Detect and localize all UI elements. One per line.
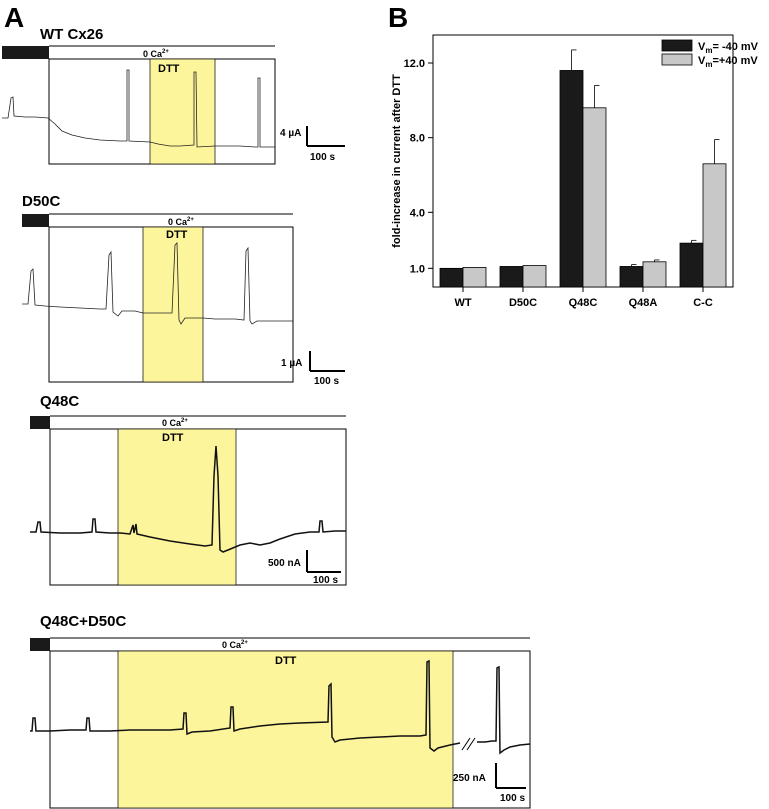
scale-x-label: 100 s [314, 376, 339, 387]
bar [702, 163, 727, 288]
ca-label: 0 Ca2+ [222, 640, 248, 650]
x-tick-label: Q48A [629, 297, 658, 309]
dtt-label: DTT [275, 655, 297, 667]
scale-y-label: 4 µA [280, 128, 301, 139]
current-trace [2, 69, 275, 148]
baseline-bar [22, 214, 49, 227]
x-tick-label: C-C [693, 297, 713, 309]
panel-a-letter: A [4, 2, 24, 33]
scale-bar [306, 550, 341, 573]
trace-title: WT Cx26 [40, 26, 103, 43]
dtt-label: DTT [166, 229, 188, 241]
ca-label: 0 Ca2+ [162, 418, 188, 428]
current-trace [22, 242, 293, 325]
scale-y-label: 500 nA [268, 558, 301, 569]
scale-bar [495, 763, 526, 789]
bar [439, 267, 464, 288]
y-tick-label: 4.0 [410, 207, 425, 219]
scale-x-label: 100 s [310, 152, 335, 163]
x-axis: WT D50C Q48C Q48A C-C [454, 287, 713, 309]
trace-title: Q48C+D50C [40, 613, 126, 630]
y-tick-label: 1.0 [410, 263, 425, 275]
y-tick-label: 12.0 [404, 58, 425, 70]
ca-label: 0 Ca2+ [168, 217, 194, 227]
scale-y-label: 1 µA [281, 358, 302, 369]
bar [619, 266, 644, 288]
trace-title: D50C [22, 193, 61, 210]
y-axis: 1.0 4.0 8.0 12.0 [404, 58, 433, 275]
trace-title: Q48C [40, 393, 79, 410]
bar [522, 265, 547, 288]
y-tick-label: 8.0 [410, 133, 425, 145]
panel-b-letter: B [388, 2, 408, 33]
dtt-label: DTT [158, 63, 180, 75]
trace-panel-q48c-d50c: Q48C+D50C 0 Ca2+ DTT 250 nA 100 s [30, 613, 531, 809]
scale-bar [306, 126, 345, 147]
legend-label: Vm=+40 mV [698, 55, 758, 69]
dtt-shaded-region [142, 226, 204, 383]
scale-x-label: 100 s [313, 575, 338, 586]
y-axis-label: fold-increase in current after DTT [391, 74, 403, 248]
baseline-bar [30, 416, 50, 429]
scale-x-label: 100 s [500, 793, 525, 804]
axis-break-mark [466, 737, 476, 751]
current-trace [30, 659, 461, 752]
current-trace [30, 445, 346, 553]
legend-swatch [661, 39, 693, 52]
baseline-bar [2, 46, 49, 59]
dtt-label: DTT [162, 432, 184, 444]
bar [642, 261, 667, 288]
x-tick-label: D50C [509, 297, 537, 309]
bar [582, 107, 607, 288]
bar [499, 266, 524, 288]
trace-panel-d50c: D50C 0 Ca2+ DTT 1 µA 100 s [22, 193, 345, 387]
trace-panel-wt-cx26: WT Cx26 0 Ca2+ DTT 4 µA 100 s [2, 26, 345, 165]
x-tick-label: WT [454, 297, 471, 309]
legend-swatch [661, 53, 693, 66]
current-trace-after-break [477, 665, 531, 755]
bar [559, 70, 584, 288]
bar [679, 242, 704, 288]
x-tick-label: Q48C [569, 297, 598, 309]
baseline-bar [30, 638, 50, 651]
bar [462, 266, 487, 288]
axis-break-mark [461, 737, 471, 751]
scale-y-label: 250 nA [453, 773, 486, 784]
bars [439, 49, 727, 288]
bar-chart: 1.0 4.0 8.0 12.0 WT D50C Q48C Q48A C-C Vm= -40 … [391, 34, 759, 309]
ca-label: 0 Ca2+ [143, 49, 169, 59]
scale-bar [309, 351, 345, 372]
legend-label: Vm= -40 mV [698, 41, 759, 55]
trace-panel-q48c: Q48C 0 Ca2+ DTT 500 nA 100 s [30, 393, 347, 586]
